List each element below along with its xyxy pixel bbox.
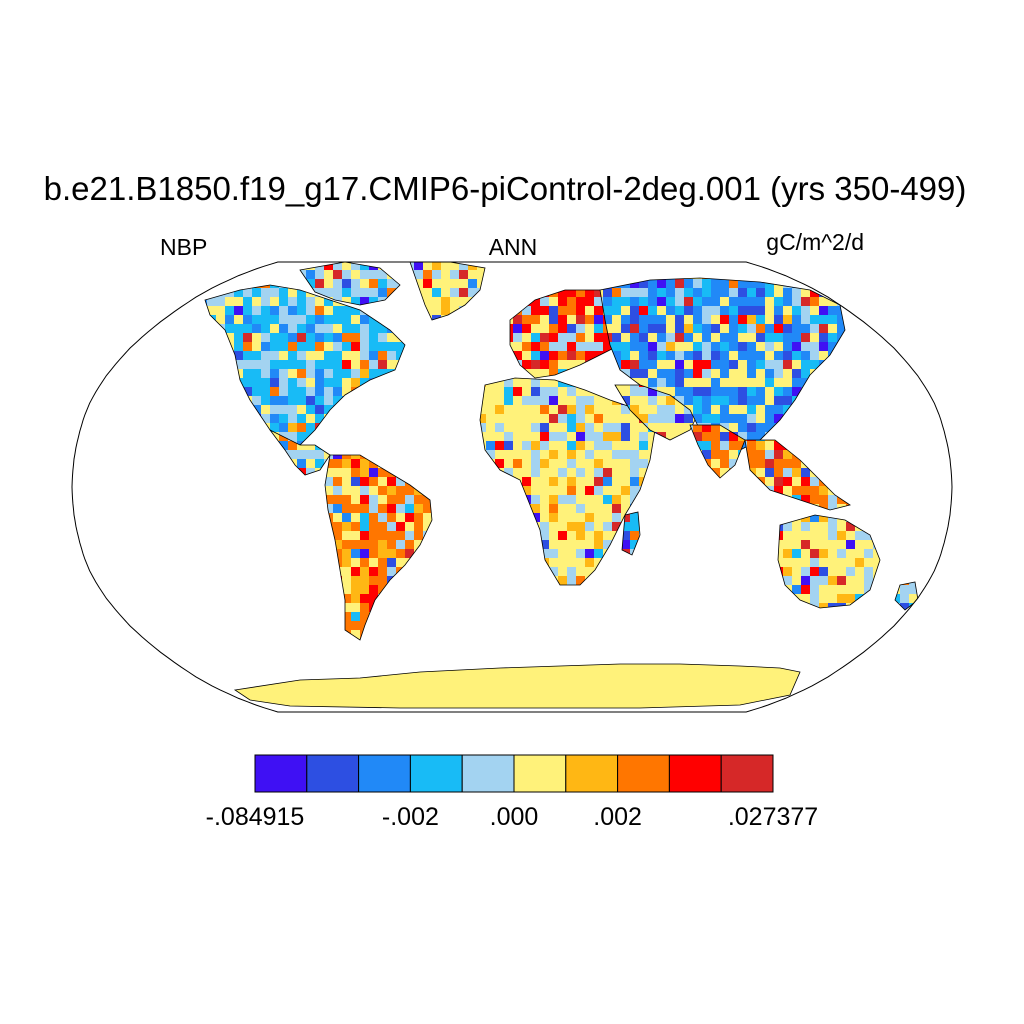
colorbar-swatch-0 <box>254 754 308 793</box>
map-boundary <box>71 261 953 713</box>
variable-label: NBP <box>160 234 207 260</box>
colorbar-tick-label: .027377 <box>728 803 818 831</box>
landmass-north-america <box>205 285 405 445</box>
landmass-southeast-asia <box>745 440 850 510</box>
colorbar-swatch-8 <box>668 754 722 793</box>
colorbar-tick-label: .000 <box>490 803 539 831</box>
map-panel <box>71 261 953 713</box>
landmass-greenland <box>410 262 485 320</box>
land-data-layer <box>204 262 919 709</box>
colorbar-swatch-2 <box>358 754 411 793</box>
season-label: ANN <box>489 234 538 260</box>
figure-title: b.e21.B1850.f19_g17.CMIP6-piControl-2deg… <box>44 170 967 207</box>
coastline-southeast-asia <box>744 439 851 511</box>
coastline-greenland <box>409 262 486 321</box>
coastline-new-zealand <box>894 581 919 611</box>
landmass-south-america <box>325 455 432 640</box>
colorbar: -.084915 -.002 .000 .002 .027377 <box>206 754 818 831</box>
colorbar-tick-label: .002 <box>593 803 642 831</box>
landmass-australia <box>778 515 880 608</box>
coastline-central-america <box>269 429 331 476</box>
colorbar-swatch-7 <box>617 754 670 793</box>
colorbar-swatch-1 <box>306 754 360 793</box>
coastline-europe <box>509 289 631 379</box>
coastline-arctic-canada <box>299 262 401 306</box>
colorbar-tick-label: -.002 <box>382 803 439 831</box>
coastline-south-america <box>324 454 433 641</box>
units-label: gC/m^2/d <box>766 229 864 255</box>
colorbar-swatch-9 <box>720 754 774 793</box>
colorbar-swatch-3 <box>409 754 463 793</box>
colorbar-swatch-4 <box>461 754 515 793</box>
coastline-africa <box>479 377 656 586</box>
coastline-madagascar <box>621 511 641 556</box>
colorbar-swatch-6 <box>565 754 619 793</box>
coastline-antarctica <box>233 663 801 709</box>
coastline-asia <box>599 277 846 451</box>
coastline-india <box>689 424 746 479</box>
coastline-australia <box>777 514 881 609</box>
coastline-north-america <box>204 284 406 446</box>
colorbar-swatch-5 <box>513 754 567 793</box>
colorbar-tick-label: -.084915 <box>206 803 305 831</box>
